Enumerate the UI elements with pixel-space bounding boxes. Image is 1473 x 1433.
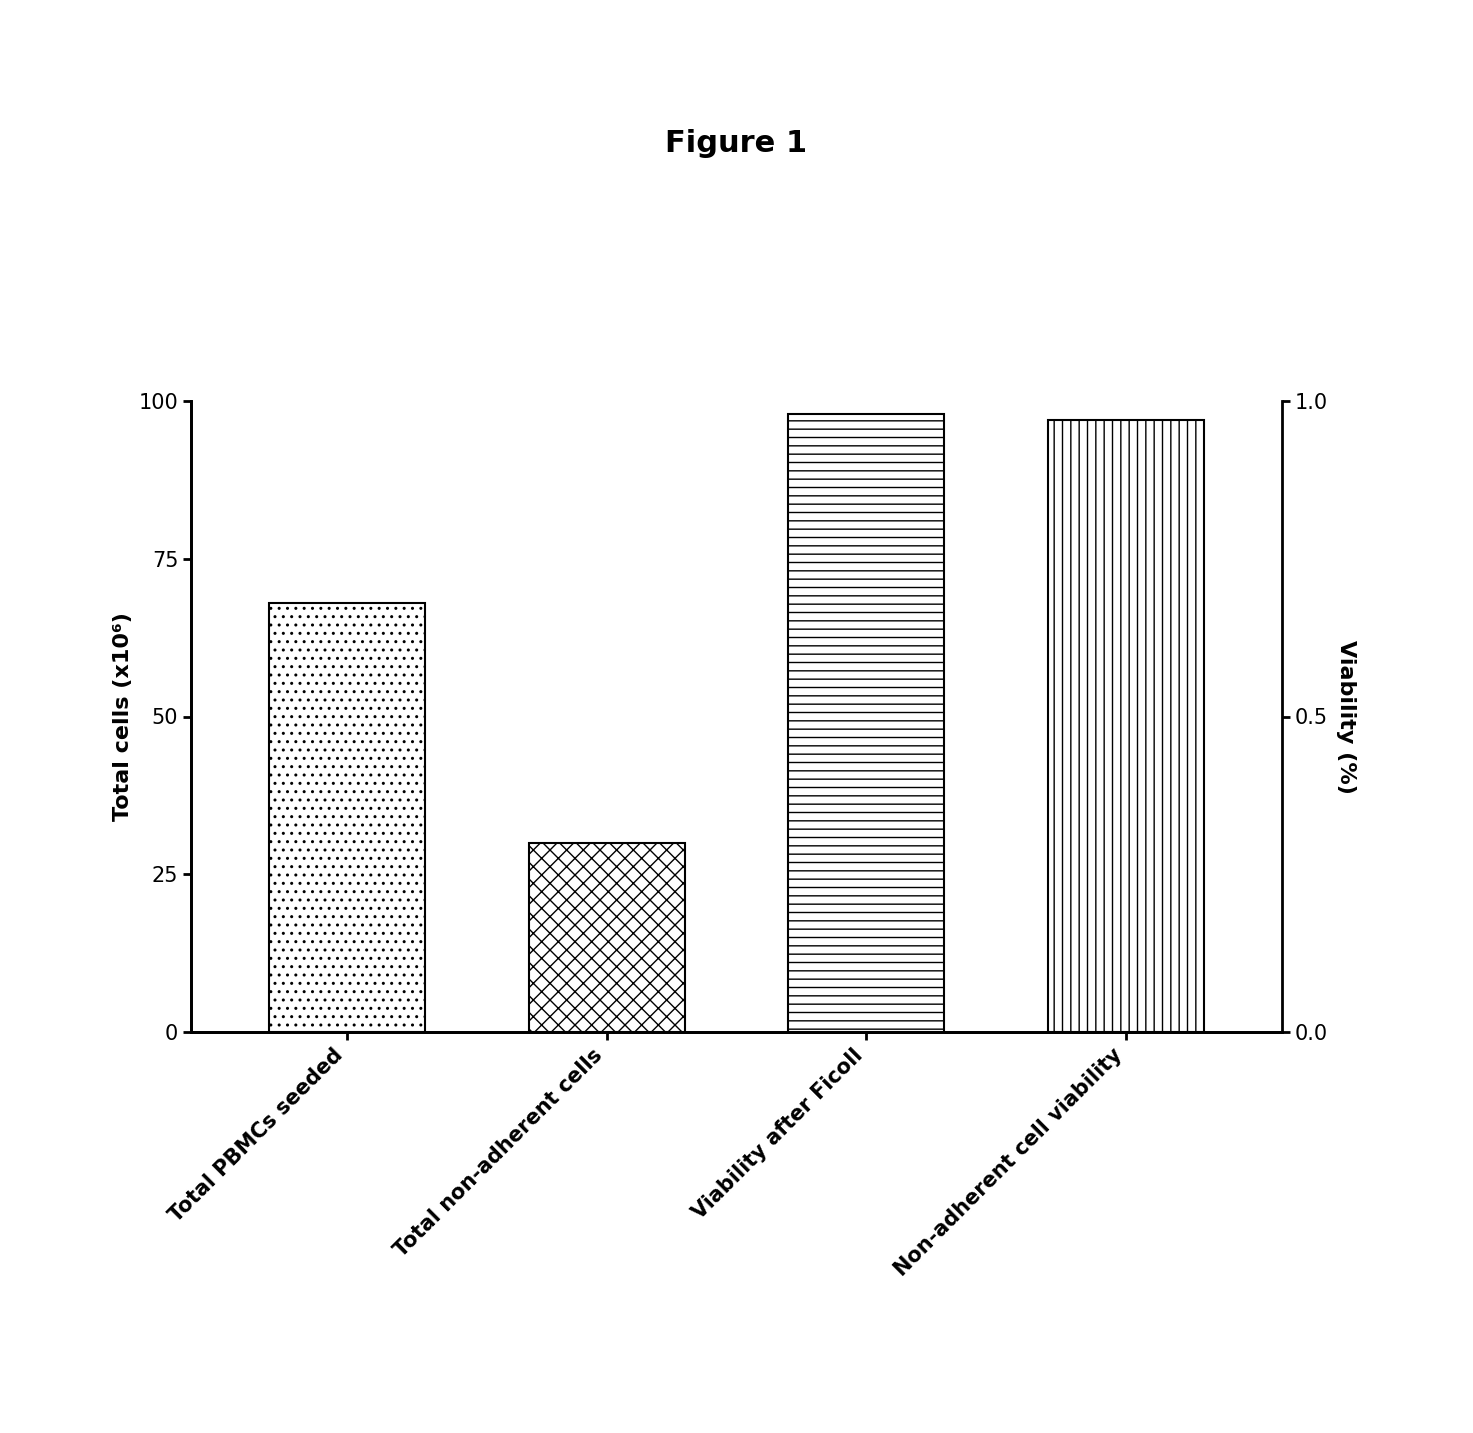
- Text: Figure 1: Figure 1: [666, 129, 807, 158]
- Bar: [529, 843, 685, 1032]
- Y-axis label: Viability (%): Viability (%): [1336, 639, 1355, 794]
- Bar: [788, 414, 944, 1032]
- Bar: [1047, 420, 1203, 1032]
- Bar: [270, 603, 426, 1032]
- Y-axis label: Total cells (x10⁶): Total cells (x10⁶): [113, 612, 133, 821]
